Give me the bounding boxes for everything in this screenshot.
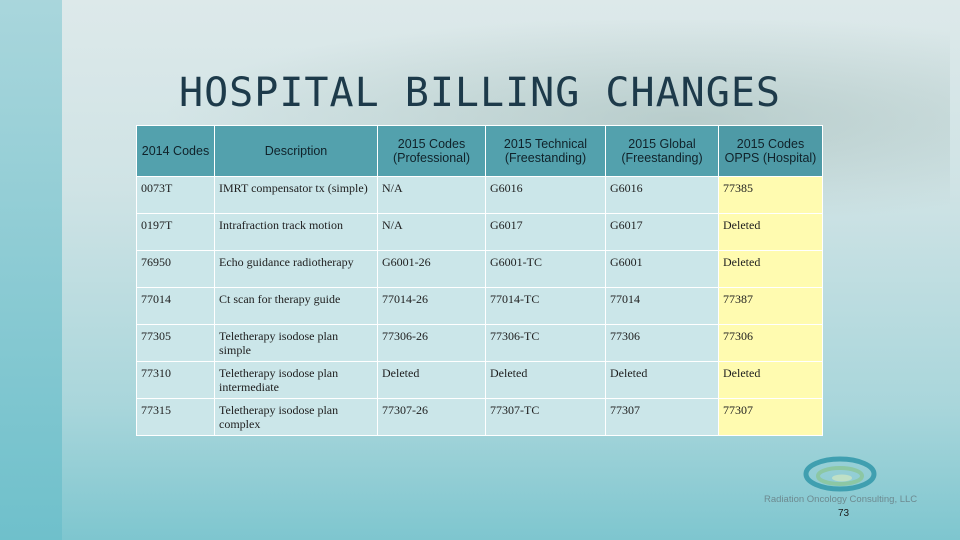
header-2015-technical: 2015 Technical (Freestanding) — [485, 125, 606, 177]
cell-global: G6001 — [605, 250, 719, 288]
cell-2014-code: 77315 — [136, 398, 215, 436]
header-2014-codes: 2014 Codes — [136, 125, 215, 177]
table-row: 0073T IMRT compensator tx (simple) N/A G… — [136, 176, 823, 214]
cell-technical: G6001-TC — [485, 250, 606, 288]
cell-2014-code: 0197T — [136, 213, 215, 251]
cell-global: Deleted — [605, 361, 719, 399]
table-row: 77305 Teletherapy isodose plan simple 77… — [136, 324, 823, 362]
header-2015-opps: 2015 Codes OPPS (Hospital) — [718, 125, 823, 177]
table-header-row: 2014 Codes Description 2015 Codes (Profe… — [136, 125, 823, 177]
cell-global: 77014 — [605, 287, 719, 325]
cell-professional: 77306-26 — [377, 324, 486, 362]
cell-professional: Deleted — [377, 361, 486, 399]
header-description: Description — [214, 125, 378, 177]
cell-professional: 77014-26 — [377, 287, 486, 325]
cell-global: 77306 — [605, 324, 719, 362]
table-row: 77014 Ct scan for therapy guide 77014-26… — [136, 287, 823, 325]
cell-opps: 77306 — [718, 324, 823, 362]
cell-opps: 77307 — [718, 398, 823, 436]
header-2015-professional: 2015 Codes (Professional) — [377, 125, 486, 177]
cell-2014-code: 77014 — [136, 287, 215, 325]
cell-professional: 77307-26 — [377, 398, 486, 436]
cell-technical: G6016 — [485, 176, 606, 214]
cell-2014-code: 76950 — [136, 250, 215, 288]
cell-description: Ct scan for therapy guide — [214, 287, 378, 325]
table-row: 76950 Echo guidance radiotherapy G6001-2… — [136, 250, 823, 288]
page-number: 73 — [838, 508, 850, 519]
cell-technical: 77014-TC — [485, 287, 606, 325]
cell-global: 77307 — [605, 398, 719, 436]
swirl-logo-icon — [803, 456, 877, 492]
table-row: 77310 Teletherapy isodose plan intermedi… — [136, 361, 823, 399]
cell-technical: G6017 — [485, 213, 606, 251]
cell-professional: N/A — [377, 213, 486, 251]
cell-description: Intrafraction track motion — [214, 213, 378, 251]
cell-opps: 77387 — [718, 287, 823, 325]
header-2015-global: 2015 Global (Freestanding) — [605, 125, 719, 177]
left-decorative-band — [0, 0, 62, 540]
cell-technical: Deleted — [485, 361, 606, 399]
cell-2014-code: 77305 — [136, 324, 215, 362]
cell-2014-code: 77310 — [136, 361, 215, 399]
cell-description: Echo guidance radiotherapy — [214, 250, 378, 288]
cell-description: Teletherapy isodose plan simple — [214, 324, 378, 362]
cell-2014-code: 0073T — [136, 176, 215, 214]
table-row: 0197T Intrafraction track motion N/A G60… — [136, 213, 823, 251]
cell-technical: 77306-TC — [485, 324, 606, 362]
cell-opps: Deleted — [718, 361, 823, 399]
cell-opps: 77385 — [718, 176, 823, 214]
slide-title: HOSPITAL BILLING CHANGES — [179, 70, 781, 116]
cell-professional: N/A — [377, 176, 486, 214]
cell-global: G6016 — [605, 176, 719, 214]
cell-opps: Deleted — [718, 213, 823, 251]
billing-changes-table: 2014 Codes Description 2015 Codes (Profe… — [136, 125, 823, 436]
cell-technical: 77307-TC — [485, 398, 606, 436]
company-logo-text: Radiation Oncology Consulting, LLC — [764, 494, 918, 505]
cell-description: IMRT compensator tx (simple) — [214, 176, 378, 214]
cell-opps: Deleted — [718, 250, 823, 288]
cell-professional: G6001-26 — [377, 250, 486, 288]
cell-description: Teletherapy isodose plan complex — [214, 398, 378, 436]
table-row: 77315 Teletherapy isodose plan complex 7… — [136, 398, 823, 436]
cell-global: G6017 — [605, 213, 719, 251]
cell-description: Teletherapy isodose plan intermediate — [214, 361, 378, 399]
